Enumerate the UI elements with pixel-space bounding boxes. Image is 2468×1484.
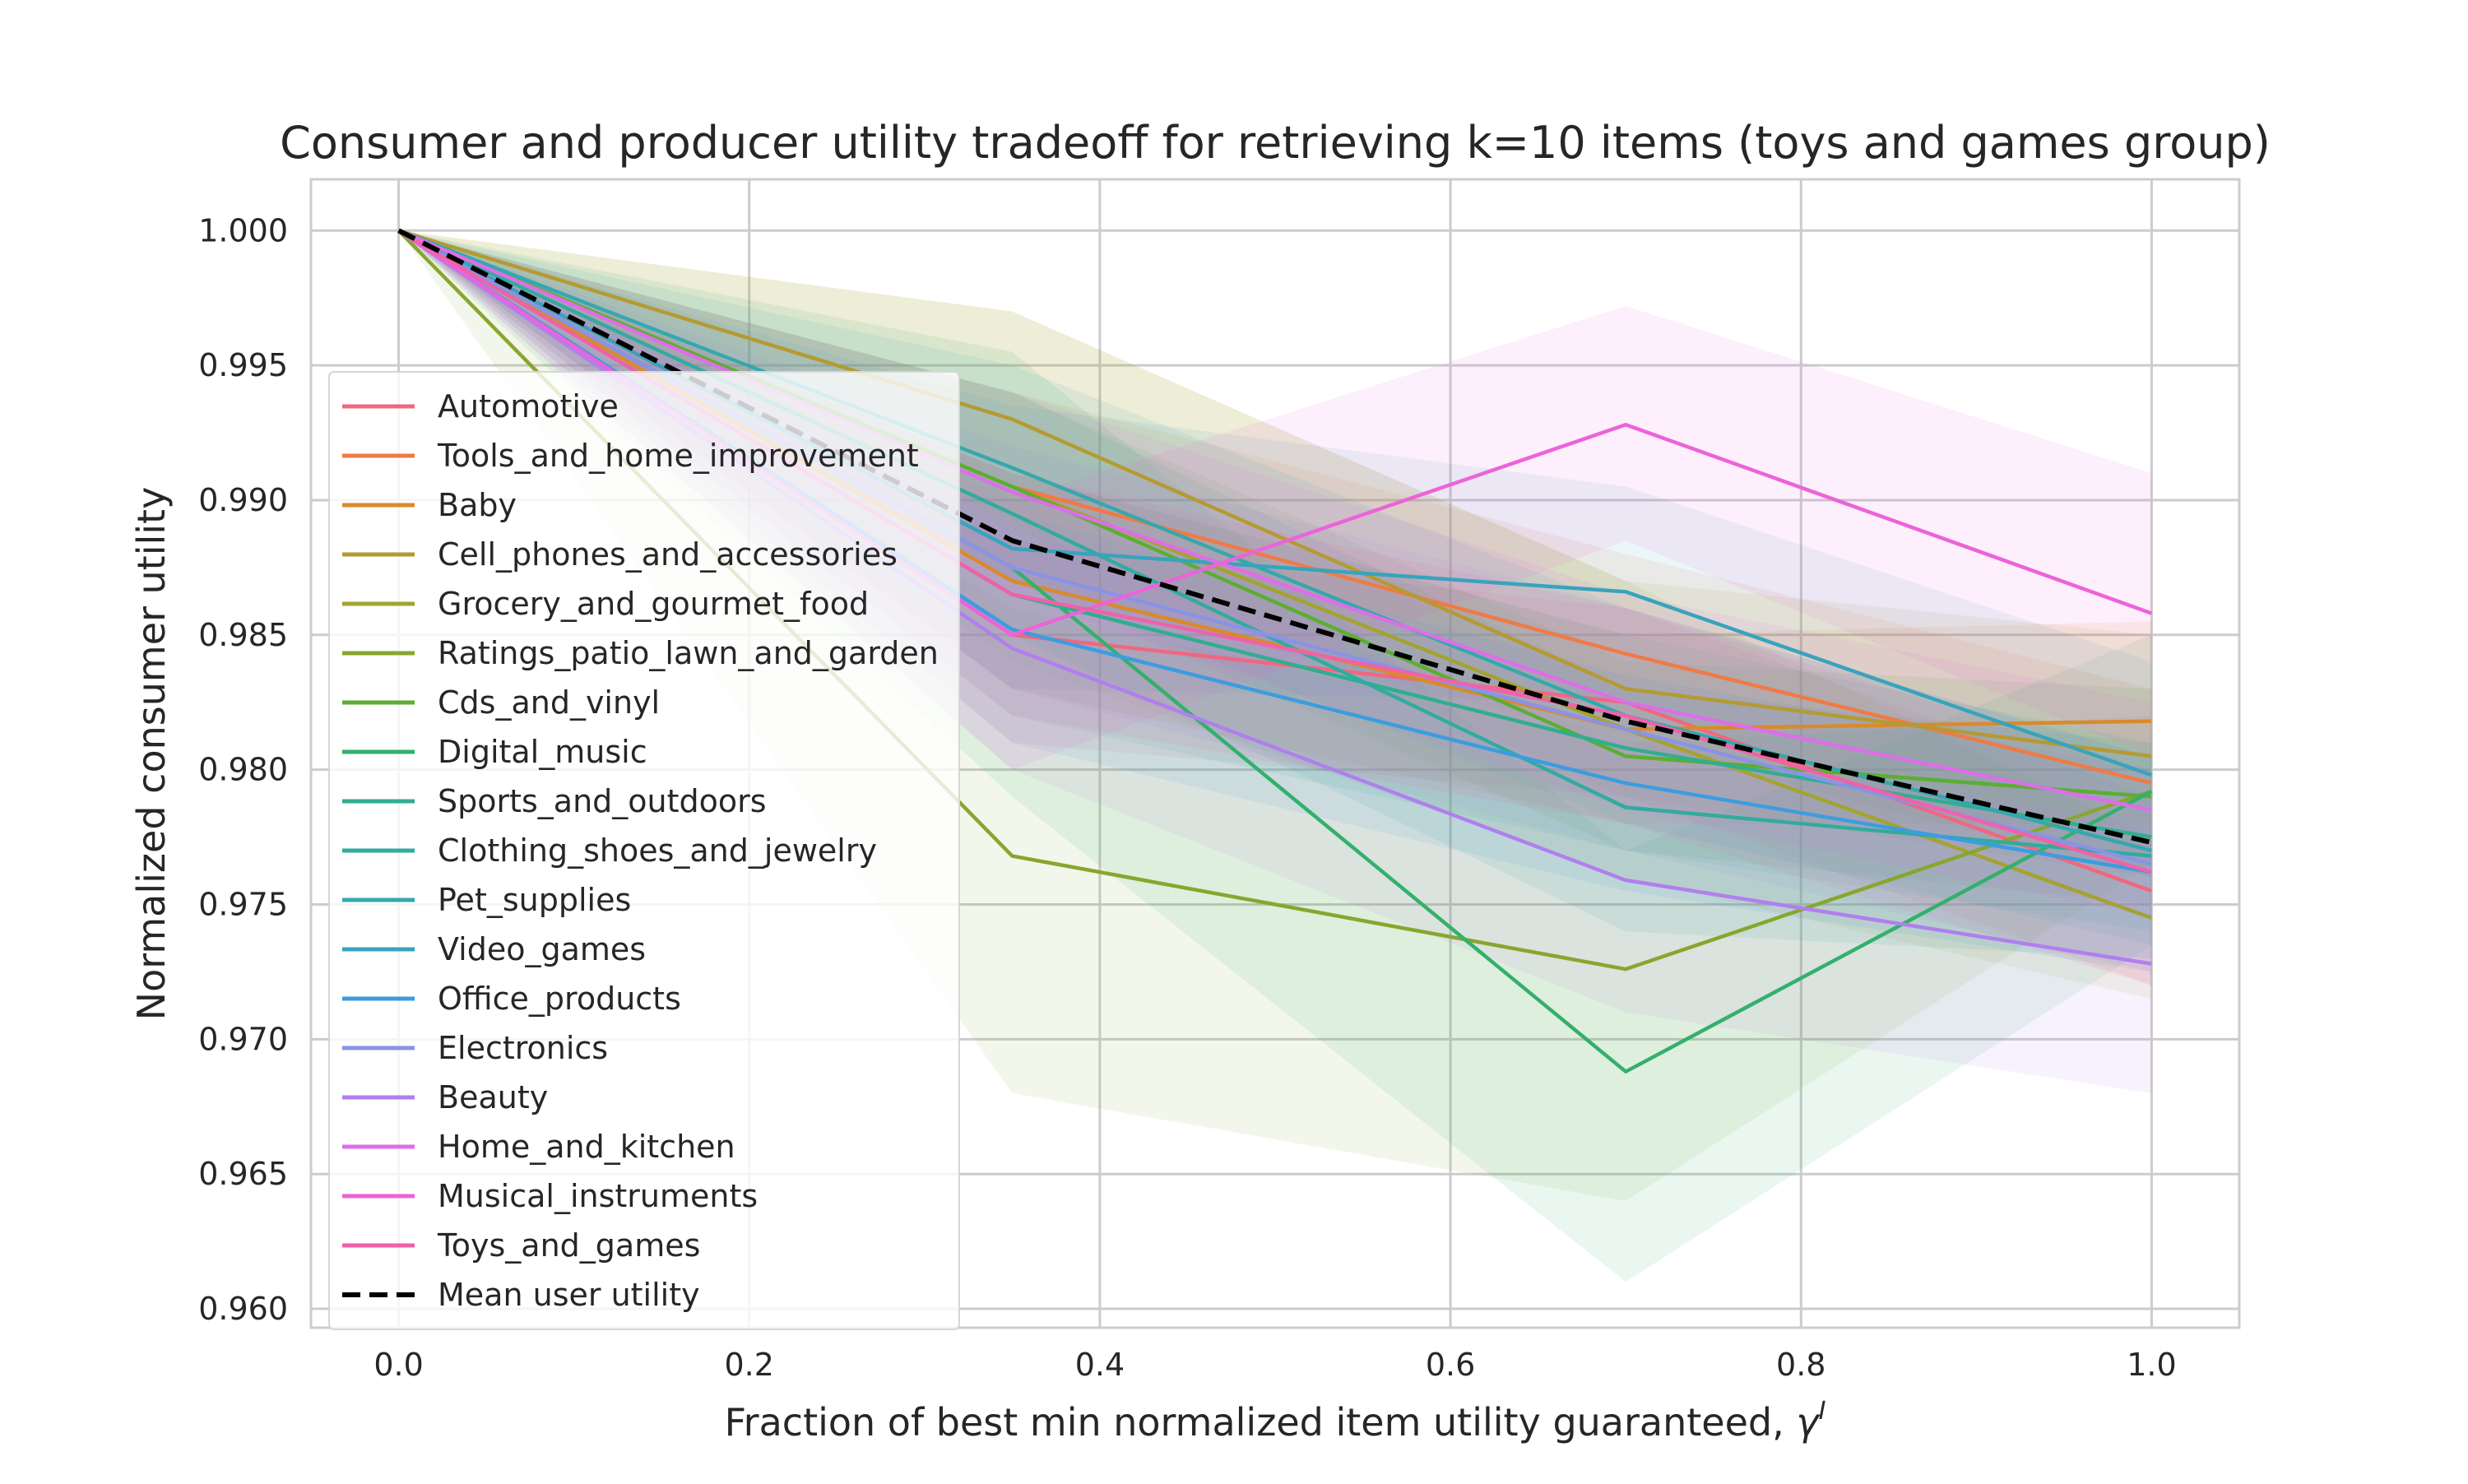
legend-label-video-games: Video_games <box>438 931 646 967</box>
series-line-cell-phones-and-accessories <box>397 229 2152 758</box>
legend-label-office-products: Office_products <box>438 981 681 1017</box>
legend-label-pet-supplies: Pet_supplies <box>438 882 631 918</box>
x-tick-label: 0.2 <box>725 1347 774 1383</box>
legend-label-musical-instruments: Musical_instruments <box>438 1178 758 1214</box>
legend-label-clothing-shoes-and-jewelry: Clothing_shoes_and_jewelry <box>438 832 877 869</box>
x-axis-label-symbol: γ <box>1796 1400 1821 1445</box>
plot-frame <box>309 178 2241 1329</box>
x-tick-label: 1.0 <box>2127 1347 2176 1383</box>
x-axis-label-text: Fraction of best min normalized item uti… <box>725 1400 1797 1445</box>
band-ratings-patio-lawn-and-garden <box>398 230 2152 1201</box>
legend-label-mean-user-utility: Mean user utility <box>438 1277 700 1313</box>
y-tick-label: 1.000 <box>198 212 288 248</box>
legend-label-cds-and-vinyl: Cds_and_vinyl <box>438 684 660 721</box>
x-axis-label: Fraction of best min normalized item uti… <box>725 1397 1826 1445</box>
legend-label-sports-and-outdoors: Sports_and_outdoors <box>438 783 767 819</box>
chart-title: Consumer and producer utility tradeoff f… <box>280 117 2271 169</box>
series-line-pet-supplies <box>397 229 2153 853</box>
legend: Automotive Tools_and_home_improvement Baby… <box>328 371 960 1330</box>
series-line-home-and-kitchen <box>397 229 2152 813</box>
band-musical-instruments <box>398 230 2152 770</box>
y-tick-label: 0.975 <box>198 887 288 923</box>
y-tick-label: 0.980 <box>198 752 288 788</box>
legend-label-tools-and-home-improvement: Tools_and_home_improvement <box>437 438 919 474</box>
legend-box <box>328 371 960 1330</box>
y-tick-label: 0.965 <box>198 1156 288 1192</box>
y-axis-label: Normalized consumer utility <box>129 487 174 1021</box>
x-tick-label: 0.6 <box>1426 1347 1475 1383</box>
legend-label-grocery-and-gourmet-food: Grocery_and_gourmet_food <box>438 586 869 622</box>
legend-label-home-and-kitchen: Home_and_kitchen <box>438 1129 735 1165</box>
legend-label-automotive: Automotive <box>438 388 619 424</box>
y-tick-label: 0.985 <box>198 617 288 653</box>
x-tick-label: 0.0 <box>373 1347 423 1383</box>
legend-label-digital-music: Digital_music <box>438 734 647 770</box>
tick-labels: 0.0 0.2 0.4 0.6 0.8 1.0 0.960 0.965 0.970 0.975 0.… <box>198 212 2176 1383</box>
y-tick-label: 0.970 <box>198 1021 288 1057</box>
x-tick-label: 0.8 <box>1776 1347 1825 1383</box>
legend-label-ratings-patio-lawn-and-garden: Ratings_patio_lawn_and_garden <box>438 635 939 671</box>
series-line-cds-and-vinyl <box>397 229 2152 799</box>
legend-label-cell-phones-and-accessories: Cell_phones_and_accessories <box>438 536 898 573</box>
legend-label-toys-and-games: Toys_and_games <box>437 1227 700 1264</box>
y-tick-label: 0.960 <box>198 1291 288 1327</box>
x-axis-label-superscript: I <box>1819 1397 1826 1426</box>
y-tick-label: 0.995 <box>198 347 288 383</box>
legend-label-baby: Baby <box>438 487 517 523</box>
x-tick-label: 0.4 <box>1075 1347 1125 1383</box>
y-tick-label: 0.990 <box>198 482 288 518</box>
legend-label-beauty: Beauty <box>438 1079 548 1115</box>
legend-label-electronics: Electronics <box>438 1030 608 1066</box>
